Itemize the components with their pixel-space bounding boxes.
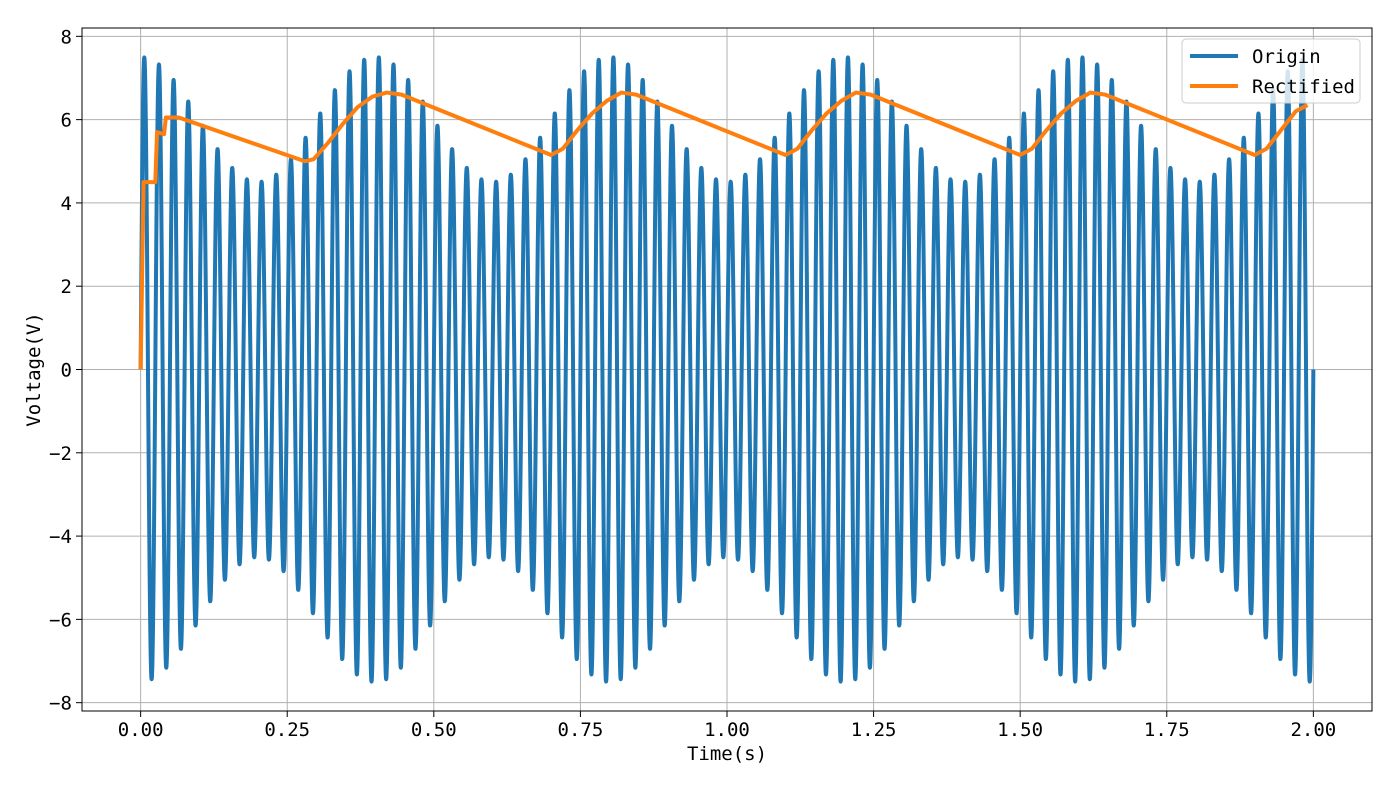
- x-tick-label: 0.25: [264, 719, 310, 741]
- legend-label: Origin: [1252, 46, 1321, 68]
- axis-ticks: 0.00 0.25 0.50 0.75 1.00 1.25 1.50 1.75 2.00 −8 −6…: [49, 26, 1336, 741]
- x-tick-label: 0.50: [411, 719, 457, 741]
- x-tick-label: 1.50: [997, 719, 1043, 741]
- series-origin-line: [138, 55, 1316, 684]
- series-rectified-line: [138, 90, 1309, 370]
- y-tick-label: 4: [61, 193, 72, 215]
- x-tick-label: 1.25: [851, 719, 897, 741]
- x-tick-label: 0.75: [558, 719, 604, 741]
- legend-label: Rectified: [1252, 76, 1355, 98]
- legend: Origin Rectified: [1181, 38, 1361, 104]
- series-group: [138, 55, 1316, 684]
- y-tick-label: 0: [61, 360, 72, 382]
- y-tick-label: −8: [49, 693, 72, 715]
- x-tick-label: 1.75: [1144, 719, 1190, 741]
- x-tick-label: 2.00: [1290, 719, 1336, 741]
- y-axis-label: Voltage(V): [23, 312, 45, 426]
- x-tick-label: 0.00: [118, 719, 164, 741]
- x-tick-label: 1.00: [704, 719, 750, 741]
- y-tick-label: 2: [61, 276, 72, 298]
- y-tick-label: 8: [61, 26, 72, 48]
- y-tick-label: −4: [49, 526, 72, 548]
- y-tick-label: −2: [49, 443, 72, 465]
- x-axis-label: Time(s): [687, 743, 767, 765]
- y-tick-label: 6: [61, 110, 72, 132]
- y-tick-label: −6: [49, 609, 72, 631]
